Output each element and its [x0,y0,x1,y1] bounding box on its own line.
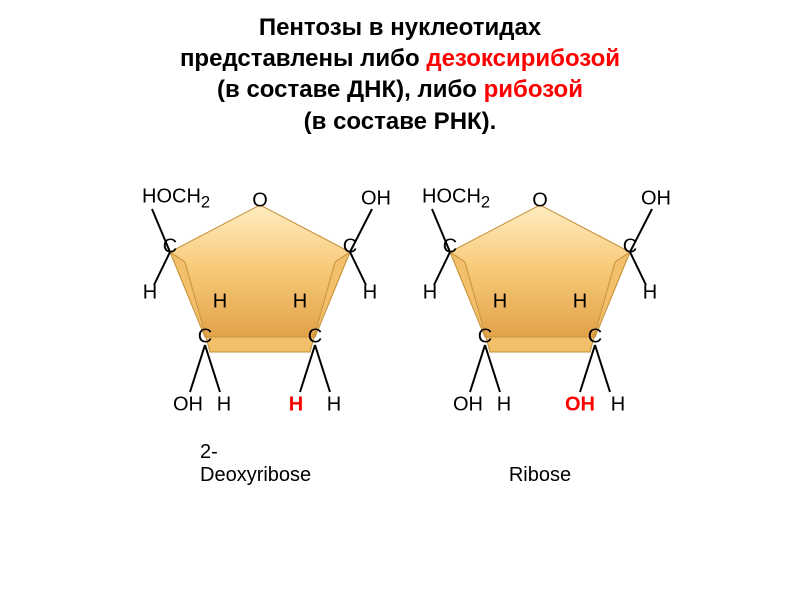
atom-label: C [478,325,492,348]
atom-label: C [308,325,322,348]
atom-label: H [363,281,377,304]
atom-label: H [293,290,307,313]
atom-label: C [588,325,602,348]
molecule-2-deoxyribose: OCCCCHOCH2OHHHHHOHHHH2-Deoxyribose [140,187,380,487]
atom-label: H [289,393,303,416]
atom-label: C [443,235,457,258]
molecule-label: Ribose [509,464,571,487]
atom-label: OH [173,393,203,416]
molecule-ribose: OCCCCHOCH2OHHHHHOHHOHHRibose [420,187,660,487]
title-line1: Пентозы в нуклеотидах [259,14,541,41]
molecule-label: 2-Deoxyribose [200,441,320,487]
atom-label: C [623,235,637,258]
atom-label: H [643,281,657,304]
atom-label: OH [565,393,595,416]
title-line3a: (в составе ДНК), либо [217,76,484,103]
bond-line [470,345,485,392]
atom-label: H [573,290,587,313]
title-line2a: представлены либо [180,45,426,72]
atom-label: H [217,393,231,416]
slide-title: Пентозы в нуклеотидах представлены либо … [0,0,800,137]
atom-label: H [213,290,227,313]
title-line3-red: рибозой [484,76,583,103]
atom-label: H [327,393,341,416]
atom-label: OH [641,187,671,210]
atom-label: HOCH2 [142,185,210,212]
atom-label: H [611,393,625,416]
bond-line [190,345,205,392]
atom-label: O [532,189,548,212]
atom-label: C [163,235,177,258]
atom-label: H [143,281,157,304]
atom-label: O [252,189,268,212]
bond-line [595,345,610,392]
atom-label: HOCH2 [422,185,490,212]
atom-label: C [343,235,357,258]
atom-label: H [497,393,511,416]
diagram-area: OCCCCHOCH2OHHHHHOHHHH2-DeoxyriboseOCCCCH… [0,187,800,547]
bond-line [315,345,330,392]
atom-label: OH [361,187,391,210]
atom-label: H [493,290,507,313]
title-line4: (в составе РНК). [304,108,497,135]
atom-label: H [423,281,437,304]
atom-label: C [198,325,212,348]
atom-label: OH [453,393,483,416]
title-line2-red: дезоксирибозой [426,45,620,72]
